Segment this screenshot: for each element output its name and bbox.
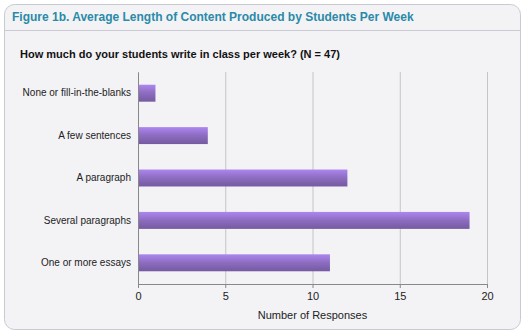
x-tick-mark xyxy=(225,284,226,288)
chart: Figure 1b. Average Length of Content Pro… xyxy=(0,0,525,334)
x-tick-label: 15 xyxy=(394,290,406,302)
bars xyxy=(138,85,470,272)
x-tick: 15 xyxy=(394,284,406,302)
x-tick-mark xyxy=(487,284,488,288)
x-tick-label: 20 xyxy=(481,290,493,302)
grid-line xyxy=(138,72,139,284)
y-tick: One or more essays xyxy=(41,257,138,268)
y-axis: None or fill-in-the-blanks A few sentence… xyxy=(23,73,139,285)
x-axis-title: Number of Responses xyxy=(258,309,368,321)
header-rule xyxy=(5,30,520,31)
x-tick: 20 xyxy=(481,284,493,302)
x-tick-label: 0 xyxy=(135,290,141,302)
bar xyxy=(138,254,330,271)
y-tick: A paragraph xyxy=(77,172,139,183)
x-tick: 5 xyxy=(223,284,229,302)
y-tick: Several paragraphs xyxy=(44,215,138,226)
x-axis-line xyxy=(139,285,488,289)
title: Figure 1b. Average Length of Content Pro… xyxy=(12,10,414,24)
y-tick-label: A paragraph xyxy=(77,172,132,183)
grid xyxy=(139,72,488,284)
bar xyxy=(138,212,470,229)
y-tick: None or fill-in-the-blanks xyxy=(23,87,138,98)
bar xyxy=(138,170,347,187)
bar xyxy=(138,85,155,102)
y-tick-label: None or fill-in-the-blanks xyxy=(23,87,131,98)
grid-line xyxy=(400,72,401,284)
x-tick-mark xyxy=(138,284,139,288)
x-tick-mark xyxy=(313,284,314,288)
y-tick-label: A few sentences xyxy=(58,130,131,141)
card xyxy=(5,5,521,330)
x-tick-label: 5 xyxy=(223,290,229,302)
y-tick: A few sentences xyxy=(58,130,138,141)
y-axis-line xyxy=(138,73,139,285)
x-tick: 10 xyxy=(307,284,319,302)
x-tick-label: 10 xyxy=(307,290,319,302)
x-tick: 0 xyxy=(135,284,141,302)
x-tick-mark xyxy=(400,284,401,288)
subtitle: How much do your students write in class… xyxy=(20,48,340,60)
y-tick-label: One or more essays xyxy=(41,257,131,268)
x-axis: 0 5 10 15 20 xyxy=(135,284,493,302)
y-tick-label: Several paragraphs xyxy=(44,215,131,226)
bar xyxy=(138,127,208,144)
grid-line xyxy=(487,72,488,284)
